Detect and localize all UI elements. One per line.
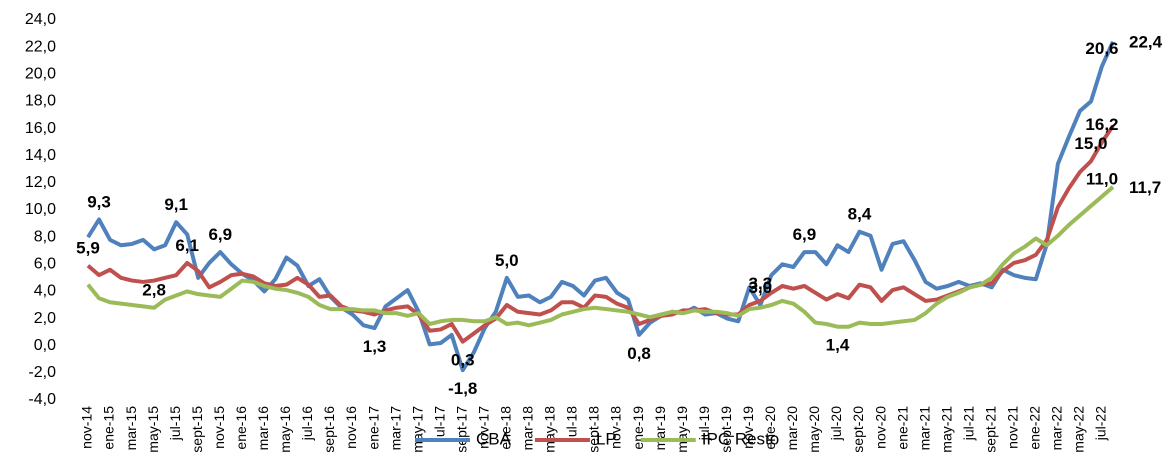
y-tick-label: 12,0 (25, 174, 56, 191)
x-tick-label: ene-17 (365, 406, 381, 450)
data-label: 16,2 (1085, 115, 1118, 134)
x-tick-label: nov-16 (343, 406, 359, 449)
data-label: 22,4 (1129, 33, 1163, 52)
x-tick-label: jul-15 (167, 406, 183, 441)
x-tick-label: mar-19 (652, 406, 668, 451)
x-tick-label: sept-20 (850, 406, 866, 452)
x-tick-label: ene-20 (762, 406, 778, 450)
x-tick-label: may-16 (277, 406, 293, 452)
x-tick-label: mar-22 (1049, 406, 1065, 451)
data-label: 5,9 (76, 239, 100, 258)
x-tick-label: ene-22 (1027, 406, 1043, 450)
x-tick-label: ene-21 (894, 406, 910, 450)
x-tick-label: nov-14 (79, 406, 95, 449)
x-tick-label: jul-17 (431, 406, 447, 441)
data-label: 15,0 (1074, 134, 1107, 153)
data-label: 6,9 (793, 225, 817, 244)
data-label: 3,3 (748, 274, 772, 293)
y-tick-label: 22,0 (25, 38, 56, 55)
data-label: 5,0 (495, 251, 519, 270)
data-label: 9,3 (87, 193, 111, 212)
y-tick-label: 10,0 (25, 201, 56, 218)
x-tick-label: may-18 (542, 406, 558, 452)
x-tick-label: ene-15 (101, 406, 117, 450)
x-tick-label: nov-15 (211, 406, 227, 449)
y-tick-label: 2,0 (34, 310, 56, 327)
x-tick-label: may-15 (145, 406, 161, 452)
x-tick-label: sept-21 (982, 406, 998, 452)
x-tick-label: may-22 (1071, 406, 1087, 452)
legend-label: CBA (476, 429, 512, 448)
data-label: 6,1 (175, 236, 199, 255)
x-tick-label: may-21 (938, 406, 954, 452)
x-tick-label: jul-16 (299, 406, 315, 441)
data-label: 1,4 (826, 336, 850, 355)
x-tick-label: mar-21 (916, 406, 932, 451)
x-tick-label: sept-16 (321, 406, 337, 452)
y-tick-label: 24,0 (25, 11, 56, 28)
x-tick-label: nov-19 (740, 406, 756, 449)
legend-label: IPC Resto (702, 429, 779, 448)
data-label: 3,0 (748, 278, 772, 297)
data-label: 11,7 (1129, 178, 1161, 197)
y-tick-label: 14,0 (25, 147, 56, 164)
y-tick-label: 6,0 (34, 256, 56, 273)
line-series (86, 124, 1115, 344)
x-tick-label: mar-20 (784, 406, 800, 451)
data-label: 9,1 (164, 195, 188, 214)
y-tick-label: 4,0 (34, 283, 56, 300)
y-tick-label: 16,0 (25, 120, 56, 137)
x-tick-label: sept-17 (453, 406, 469, 452)
x-tick-label: mar-17 (387, 406, 403, 451)
x-tick-label: may-17 (409, 406, 425, 452)
x-tick-label: mar-18 (520, 406, 536, 451)
x-tick-label: nov-21 (1005, 406, 1021, 449)
legend-label: LP (596, 429, 617, 448)
x-tick-label: nov-18 (608, 406, 624, 449)
data-label: 0,8 (627, 344, 651, 363)
data-label: 20,6 (1085, 39, 1118, 58)
y-tick-label: 20,0 (25, 66, 56, 83)
y-tick-label: 8,0 (34, 228, 56, 245)
x-tick-label: sept-19 (718, 406, 734, 452)
x-tick-label: jul-22 (1093, 406, 1109, 441)
y-tick-label: -2,0 (28, 364, 56, 381)
x-tick-label: ene-16 (233, 406, 249, 450)
x-tick-label: mar-16 (255, 406, 271, 451)
data-label: 2,8 (142, 281, 166, 300)
x-tick-label: nov-20 (872, 406, 888, 449)
x-tick-label: jul-19 (696, 406, 712, 441)
x-tick-label: ene-18 (498, 406, 514, 450)
data-label: -1,8 (448, 379, 477, 398)
y-tick-label: -4,0 (28, 391, 56, 408)
x-tick-label: sept-15 (189, 406, 205, 452)
x-tick-label: mar-15 (123, 406, 139, 451)
data-label: 1,3 (363, 337, 387, 356)
x-tick-label: nov-17 (475, 406, 491, 449)
x-tick-label: ene-19 (630, 406, 646, 450)
line-series (86, 185, 1115, 329)
data-label: 0,3 (451, 351, 475, 370)
x-tick-label: jul-20 (828, 406, 844, 441)
y-tick-label: 0,0 (34, 337, 56, 354)
data-label: 11,0 (1086, 169, 1118, 188)
data-label: 8,4 (848, 205, 872, 224)
x-tick-label: may-20 (806, 406, 822, 452)
x-tick-label: jul-21 (960, 406, 976, 441)
y-tick-label: 18,0 (25, 93, 56, 110)
data-label: 6,9 (208, 225, 232, 244)
x-tick-label: may-19 (674, 406, 690, 452)
x-tick-label: jul-18 (564, 406, 580, 441)
line-series (86, 40, 1115, 373)
